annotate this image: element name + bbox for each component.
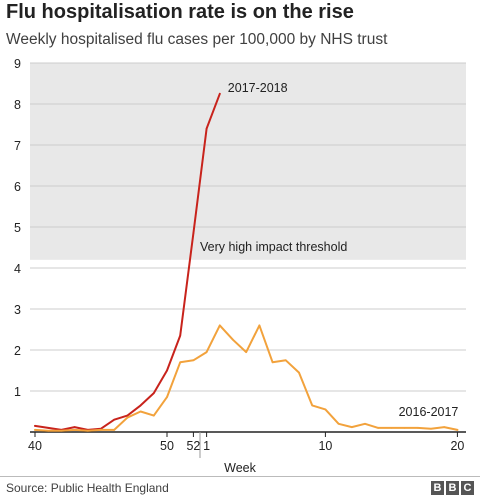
- gridlines: [30, 62, 466, 392]
- data-point-2016-2017-44: [87, 429, 89, 432]
- y-tick-label-2: 2: [14, 344, 21, 358]
- data-point-2016-2017-46: [113, 429, 115, 431]
- y-tick-label-5: 5: [14, 221, 21, 235]
- data-point-2016-2017-40: [34, 429, 36, 431]
- data-point-2017-2018-2: [219, 92, 221, 95]
- data-point-2016-2017-17: [417, 427, 419, 429]
- data-point-2017-2018-1: [205, 127, 208, 130]
- data-point-2016-2017-45: [100, 429, 102, 431]
- y-tick-label-9: 9: [14, 57, 21, 71]
- data-point-2016-2017-49: [153, 414, 155, 417]
- data-point-2017-2018-40: [34, 425, 36, 427]
- series-labels: 2017-2018 2016-2017: [228, 81, 459, 419]
- x-axis-ticks: 40 50 52 1 10 20: [28, 432, 464, 458]
- data-point-2016-2017-2: [219, 324, 221, 327]
- source-note: Source: Public Health England: [6, 481, 169, 495]
- logo-letter-b2: B: [446, 481, 459, 495]
- footer-divider: [0, 476, 480, 477]
- data-point-2016-2017-12: [351, 426, 353, 428]
- data-point-2016-2017-4: [245, 351, 247, 353]
- data-point-2016-2017-13: [364, 423, 366, 425]
- data-point-2016-2017-8: [298, 371, 300, 374]
- series-line-2016-2017: [34, 324, 459, 432]
- y-tick-label-1: 1: [14, 385, 21, 399]
- data-point-2016-2017-16: [403, 427, 406, 429]
- data-point-2016-2017-1: [205, 351, 208, 353]
- data-point-2017-2018-52: [192, 232, 195, 234]
- data-point-2016-2017-5: [258, 324, 261, 327]
- bbc-logo: B B C: [431, 481, 474, 495]
- data-point-2017-2018-41: [47, 427, 49, 429]
- x-tick-label-50: 50: [160, 439, 174, 453]
- x-tick-label-1: 1: [203, 439, 210, 453]
- data-point-2017-2018-50: [166, 369, 168, 372]
- data-point-2016-2017-42: [60, 429, 63, 432]
- data-point-2016-2017-11: [337, 423, 340, 425]
- data-point-2016-2017-52: [192, 359, 195, 362]
- x-tick-label-52: 52: [186, 439, 200, 453]
- x-tick-label-20: 20: [450, 439, 464, 453]
- y-tick-label-3: 3: [14, 303, 21, 317]
- chart-subtitle: Weekly hospitalised flu cases per 100,00…: [6, 31, 388, 48]
- y-tick-label-7: 7: [14, 139, 21, 153]
- data-point-2017-2018-46: [113, 418, 115, 421]
- y-axis-ticks: 1 2 3 4 5 6 7 8 9: [14, 57, 21, 399]
- data-point-2017-2018-49: [153, 392, 155, 394]
- data-point-2016-2017-19: [443, 426, 446, 428]
- y-tick-label-4: 4: [14, 262, 21, 276]
- data-point-2016-2017-48: [139, 410, 142, 413]
- data-point-2016-2017-15: [390, 427, 393, 429]
- data-point-2017-2018-43: [73, 426, 76, 428]
- data-point-2017-2018-51: [179, 334, 181, 337]
- series-label-2016-2017: 2016-2017: [399, 405, 459, 419]
- x-tick-label-40: 40: [28, 439, 42, 453]
- logo-letter-b1: B: [431, 481, 444, 495]
- y-tick-label-6: 6: [14, 180, 21, 194]
- chart-title: Flu hospitalisation rate is on the rise: [6, 1, 354, 23]
- data-point-2016-2017-41: [47, 429, 49, 432]
- series-lines: [34, 92, 459, 432]
- data-point-2016-2017-47: [126, 416, 129, 419]
- data-point-2017-2018-47: [126, 414, 129, 417]
- data-point-2016-2017-18: [430, 427, 432, 430]
- data-point-2016-2017-10: [324, 408, 327, 411]
- x-axis-label: Week: [224, 461, 256, 475]
- x-tick-label-10: 10: [318, 439, 332, 453]
- data-point-2016-2017-43: [73, 429, 76, 431]
- logo-letter-c: C: [461, 481, 474, 495]
- data-point-2016-2017-6: [271, 361, 274, 364]
- data-point-2016-2017-50: [166, 396, 168, 398]
- data-point-2016-2017-51: [179, 361, 181, 364]
- y-tick-label-8: 8: [14, 98, 21, 112]
- data-point-2016-2017-9: [311, 404, 314, 407]
- series-label-2017-2018: 2017-2018: [228, 81, 288, 95]
- data-point-2016-2017-7: [285, 359, 287, 362]
- data-point-2017-2018-48: [139, 404, 142, 407]
- threshold-label: Very high impact threshold: [200, 240, 347, 254]
- data-point-2016-2017-3: [232, 338, 234, 341]
- data-point-2016-2017-14: [377, 427, 380, 429]
- data-point-2016-2017-20: [456, 429, 459, 431]
